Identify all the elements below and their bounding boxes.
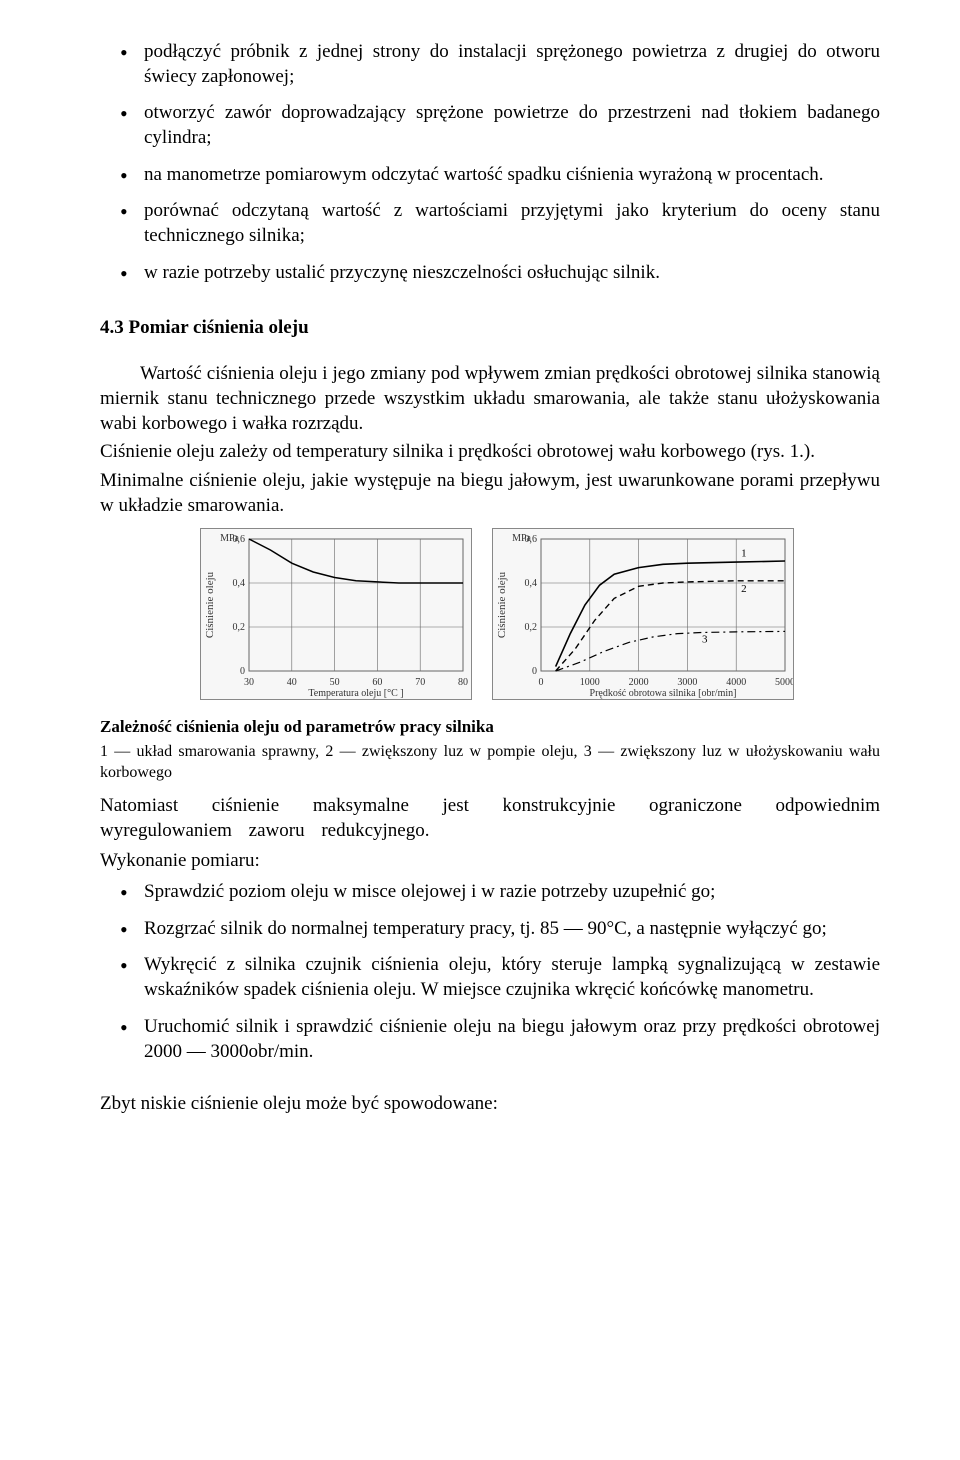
svg-text:50: 50 [330, 677, 340, 688]
svg-text:0,4: 0,4 [525, 578, 538, 589]
svg-text:80: 80 [458, 677, 468, 688]
svg-text:0: 0 [240, 666, 245, 677]
bullet-item: otworzyć zawór doprowadzający sprężone p… [120, 101, 880, 150]
bullet-item: Wykręcić z silnika czujnik ciśnienia ole… [120, 953, 880, 1002]
svg-text:0: 0 [539, 677, 544, 688]
section-heading: 4.3 Pomiar ciśnienia oleju [100, 316, 880, 341]
oil-pressure-vs-temperature-chart: 30405060708000,20,40,6MPaCiśnienie oleju… [200, 528, 472, 700]
svg-text:Temperatura oleju [°C ]: Temperatura oleju [°C ] [308, 688, 403, 699]
bullet-item: Sprawdzić poziom oleju w misce olejowej … [120, 880, 880, 905]
svg-text:0,4: 0,4 [233, 578, 246, 589]
bullet-item: porównać odczytaną wartość z wartościami… [120, 199, 880, 248]
svg-text:1: 1 [741, 548, 747, 560]
paragraph: Zbyt niskie ciśnienie oleju może być spo… [100, 1092, 880, 1117]
svg-text:Ciśnienie oleju: Ciśnienie oleju [496, 572, 508, 639]
svg-text:40: 40 [287, 677, 297, 688]
svg-text:0: 0 [532, 666, 537, 677]
svg-text:70: 70 [415, 677, 425, 688]
svg-text:0,2: 0,2 [233, 622, 246, 633]
bullet-item: podłączyć próbnik z jednej strony do ins… [120, 40, 880, 89]
top-bullet-list: podłączyć próbnik z jednej strony do ins… [100, 40, 880, 286]
bullet-item: Rozgrzać silnik do normalnej temperatury… [120, 917, 880, 942]
body-paragraph: Minimalne ciśnienie oleju, jakie występu… [100, 469, 880, 518]
svg-text:0,2: 0,2 [525, 622, 538, 633]
body-paragraph: Wartość ciśnienia oleju i jego zmiany po… [100, 362, 880, 436]
body-paragraph: Ciśnienie oleju zależy od temperatury si… [100, 440, 880, 465]
svg-text:Prędkość obrotowa silnika [obr: Prędkość obrotowa silnika [obr/min] [590, 688, 737, 699]
svg-text:60: 60 [372, 677, 382, 688]
bottom-bullet-list: Sprawdzić poziom oleju w misce olejowej … [100, 880, 880, 1064]
svg-text:5000: 5000 [775, 677, 794, 688]
svg-text:MPa: MPa [512, 533, 531, 544]
figure-caption-title: Zależność ciśnienia oleju od parametrów … [100, 716, 880, 738]
bullet-item: w razie potrzeby ustalić przyczynę niesz… [120, 261, 880, 286]
svg-text:2000: 2000 [629, 677, 649, 688]
svg-text:30: 30 [244, 677, 254, 688]
oil-pressure-vs-rpm-chart: 01000200030004000500000,20,40,6MPaCiśnie… [492, 528, 794, 700]
svg-text:3: 3 [702, 634, 708, 646]
bullet-item: Uruchomić silnik i sprawdzić ciśnienie o… [120, 1015, 880, 1064]
svg-text:3000: 3000 [677, 677, 697, 688]
chart-row: 30405060708000,20,40,6MPaCiśnienie oleju… [200, 528, 880, 700]
svg-text:Ciśnienie oleju: Ciśnienie oleju [204, 572, 216, 639]
svg-text:2: 2 [741, 583, 747, 595]
svg-text:4000: 4000 [726, 677, 746, 688]
svg-text:1000: 1000 [580, 677, 600, 688]
figure-caption-legend: 1 — układ smarowania sprawny, 2 — zwięks… [100, 742, 880, 784]
paragraph: Wykonanie pomiaru: [100, 849, 880, 874]
paragraph: Natomiast ciśnienie maksymalne jest kons… [100, 794, 880, 843]
bullet-item: na manometrze pomiarowym odczytać wartoś… [120, 163, 880, 188]
svg-text:MPa: MPa [220, 533, 239, 544]
